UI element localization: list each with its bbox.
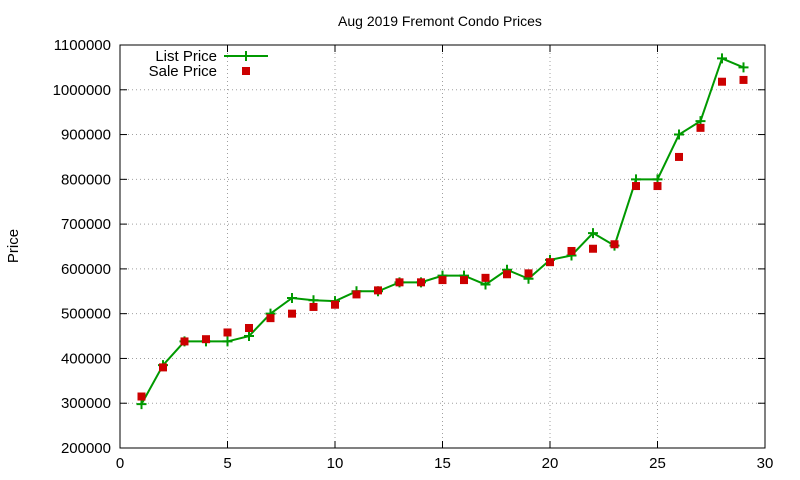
sale-price-point [159, 363, 167, 372]
sale-price-point [503, 270, 511, 279]
legend-marker-list-price [241, 51, 251, 61]
list-price-point [287, 292, 297, 303]
sale-price-point [395, 278, 404, 287]
sale-price-point [180, 337, 189, 346]
sale-price-point [202, 335, 210, 344]
y-tick-label: 600000 [61, 261, 111, 278]
x-tick-label: 10 [327, 455, 344, 472]
list-price-point [674, 129, 684, 140]
sale-price-point [653, 182, 662, 191]
sale-price-point [438, 276, 447, 285]
sale-price-point [137, 392, 146, 401]
list-price-point [222, 336, 233, 347]
list-price-point [588, 228, 598, 239]
legend-marker-sale-price [242, 67, 250, 75]
sale-price-point [245, 323, 253, 332]
list-price-point [717, 53, 727, 64]
chart-title: Aug 2019 Fremont Condo Prices [338, 13, 542, 29]
y-tick-label: 500000 [61, 306, 111, 323]
y-tick-label: 1100000 [54, 37, 111, 54]
sale-price-point [589, 244, 597, 253]
sale-price-point [223, 328, 232, 337]
sale-price-point [567, 246, 576, 255]
sale-price-point [675, 152, 683, 161]
sale-price-point [610, 240, 619, 249]
list-price-line [140, 57, 744, 405]
list-price-point [244, 331, 254, 342]
sale-price-point [417, 278, 425, 287]
legend-label-list-price: List Price [155, 48, 217, 65]
series-layer [136, 53, 749, 410]
list-price-point [738, 62, 749, 73]
sale-price-point [481, 273, 490, 282]
y-tick-label: 900000 [61, 127, 111, 144]
x-tick-label: 15 [434, 455, 451, 472]
sale-price-point [266, 314, 275, 323]
sale-price-point [374, 286, 382, 295]
y-tick-label: 400000 [61, 350, 111, 367]
y-tick-label: 1000000 [53, 82, 111, 99]
legend: List Price Sale Price [149, 48, 268, 80]
legend-label-sale-price: Sale Price [149, 63, 217, 80]
sale-price-point [632, 182, 640, 191]
y-tick-label: 800000 [61, 171, 111, 188]
sale-price-point [739, 75, 748, 84]
tick-layer: 200000 300000 400000 500000 600000 700000 8000… [53, 37, 774, 472]
grid [120, 45, 765, 448]
x-tick-label: 30 [757, 455, 774, 472]
x-tick-label: 5 [223, 455, 231, 472]
y-tick-label: 300000 [61, 395, 111, 412]
sale-price-point [309, 302, 318, 311]
sale-price-point [331, 300, 339, 309]
y-tick-label: 700000 [61, 216, 111, 233]
y-axis-label: Price [5, 229, 22, 263]
sale-price-point [352, 290, 361, 299]
x-tick-label: 20 [542, 455, 559, 472]
sale-price-point [524, 269, 533, 278]
x-tick-label: 0 [116, 455, 124, 472]
sale-price-point [696, 123, 705, 132]
list-price-point [136, 399, 147, 410]
sale-price-point [718, 77, 726, 86]
x-tick-label: 25 [649, 455, 666, 472]
y-tick-label: 200000 [61, 440, 111, 457]
sale-price-point [460, 276, 468, 285]
sale-price-point [546, 258, 554, 267]
sale-price-point [288, 309, 296, 318]
